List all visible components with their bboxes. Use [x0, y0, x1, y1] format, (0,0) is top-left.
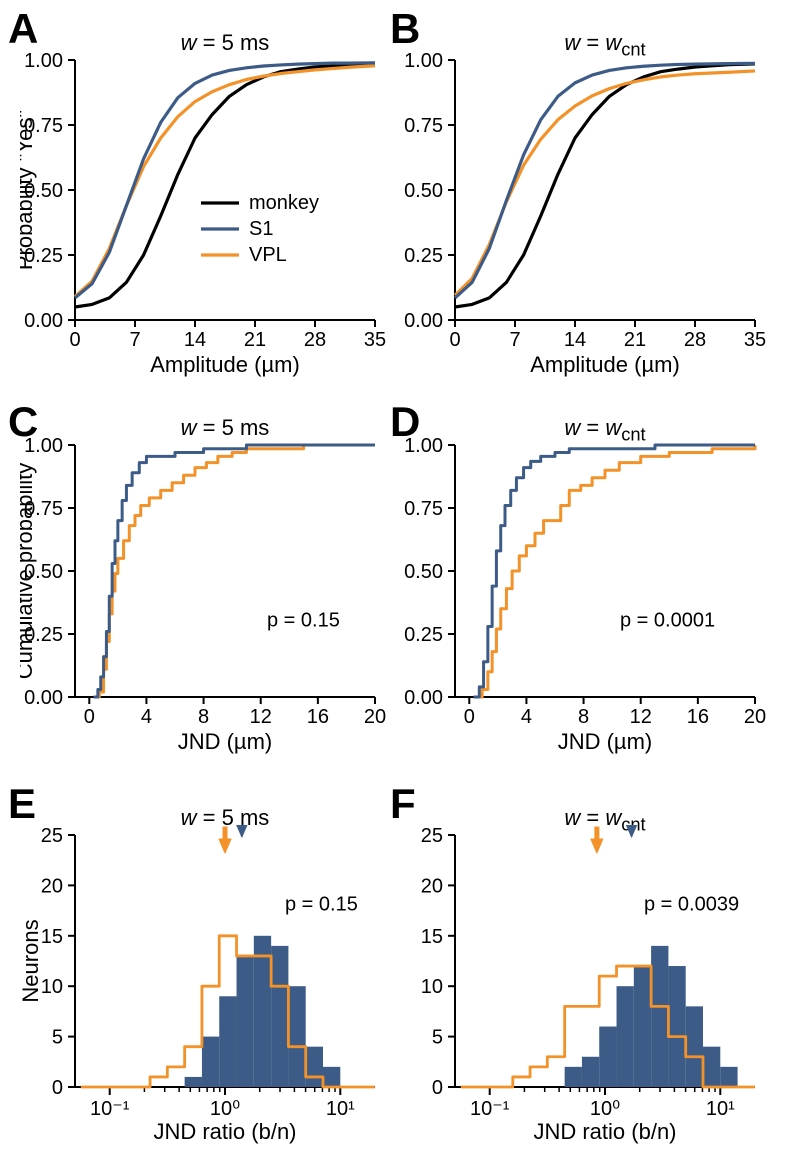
svg-text:20: 20 [421, 875, 443, 897]
svg-text:16: 16 [307, 706, 329, 728]
svg-text:JND (µm): JND (µm) [178, 729, 273, 754]
svg-text:16: 16 [687, 706, 709, 728]
panel-b: 0 7 14 21 28 35 0.00 0.25 0.50 0.75 1.00 Amplitude … [400, 50, 770, 380]
svg-text:35: 35 [744, 329, 766, 351]
svg-text:28: 28 [684, 329, 706, 351]
svg-text:0.00: 0.00 [24, 687, 63, 709]
svg-text:1.00: 1.00 [24, 435, 63, 457]
svg-text:p = 0.15: p = 0.15 [267, 609, 340, 631]
svg-text:20: 20 [41, 875, 63, 897]
svg-text:0.75: 0.75 [404, 115, 443, 137]
panel-c: 0481216200.000.250.500.751.00JND (µm)Cum… [20, 435, 390, 757]
svg-text:14: 14 [184, 329, 206, 351]
svg-text:10⁻¹: 10⁻¹ [90, 1098, 130, 1120]
svg-text:JND ratio (b/n): JND ratio (b/n) [153, 1119, 296, 1144]
svg-text:5: 5 [432, 1027, 443, 1049]
svg-text:12: 12 [250, 706, 272, 728]
panel-letter-f: F [390, 780, 416, 828]
svg-text:15: 15 [41, 926, 63, 948]
svg-text:7: 7 [129, 329, 140, 351]
svg-text:10¹: 10¹ [706, 1098, 735, 1120]
svg-text:20: 20 [744, 706, 766, 728]
svg-text:5: 5 [52, 1027, 63, 1049]
svg-text:1.00: 1.00 [404, 50, 443, 72]
svg-text:S1: S1 [249, 218, 273, 240]
svg-text:0: 0 [464, 706, 475, 728]
panel-e: 10⁻¹ 10⁰ 10¹ 0 5 10 15 20 25 JND ratio (b/n) Neuro… [20, 825, 390, 1147]
svg-text:Amplitude (µm): Amplitude (µm) [530, 352, 680, 377]
svg-text:0.75: 0.75 [404, 498, 443, 520]
svg-text:21: 21 [244, 329, 266, 351]
svg-text:0.25: 0.25 [404, 624, 443, 646]
svg-text:14: 14 [564, 329, 586, 351]
svg-text:4: 4 [521, 706, 532, 728]
svg-text:8: 8 [198, 706, 209, 728]
svg-text:10⁰: 10⁰ [210, 1098, 240, 1120]
svg-text:0: 0 [52, 1077, 63, 1099]
svg-text:10⁰: 10⁰ [590, 1098, 620, 1120]
svg-text:0.50: 0.50 [404, 180, 443, 202]
svg-text:4: 4 [141, 706, 152, 728]
svg-text:0: 0 [69, 329, 80, 351]
svg-text:10: 10 [421, 976, 443, 998]
svg-text:Neurons: Neurons [20, 919, 43, 1002]
svg-text:0.00: 0.00 [404, 310, 443, 332]
svg-text:35: 35 [364, 329, 386, 351]
svg-text:Probability "Yes": Probability "Yes" [20, 110, 37, 270]
svg-text:monkey: monkey [249, 192, 319, 214]
svg-text:0: 0 [432, 1077, 443, 1099]
panel-f: 10⁻¹ 10⁰ 10¹ 0 5 10 15 20 25 JND ratio (b/n) p = 0… [400, 825, 770, 1147]
svg-text:Cumulative probability: Cumulative probability [20, 463, 37, 679]
svg-text:JND (µm): JND (µm) [558, 729, 653, 754]
svg-text:20: 20 [364, 706, 386, 728]
svg-text:p = 0.0001: p = 0.0001 [620, 609, 715, 631]
svg-text:10¹: 10¹ [326, 1098, 355, 1120]
svg-text:0.25: 0.25 [404, 245, 443, 267]
svg-text:1.00: 1.00 [404, 435, 443, 457]
svg-text:0: 0 [449, 329, 460, 351]
svg-text:Amplitude (µm): Amplitude (µm) [150, 352, 300, 377]
panel-letter-a: A [8, 5, 38, 53]
svg-text:21: 21 [624, 329, 646, 351]
svg-text:10⁻¹: 10⁻¹ [470, 1098, 510, 1120]
panel-d: 0 4 8 12 16 20 0.00 0.25 0.50 0.75 1.00 JND (µm) p =… [400, 435, 770, 757]
svg-text:0.50: 0.50 [404, 561, 443, 583]
svg-text:0.00: 0.00 [24, 310, 63, 332]
svg-text:10: 10 [41, 976, 63, 998]
svg-text:25: 25 [421, 825, 443, 847]
svg-text:0.00: 0.00 [404, 687, 443, 709]
svg-text:12: 12 [630, 706, 652, 728]
svg-text:0: 0 [84, 706, 95, 728]
svg-text:JND ratio (b/n): JND ratio (b/n) [533, 1119, 676, 1144]
svg-text:p = 0.15: p = 0.15 [285, 894, 358, 916]
panel-letter-e: E [8, 780, 36, 828]
svg-text:28: 28 [304, 329, 326, 351]
panel-letter-b: B [390, 5, 420, 53]
figure-root: ABCDEFw = 5 ms07142128350.000.250.500.75… [0, 0, 802, 1149]
svg-text:15: 15 [421, 926, 443, 948]
svg-text:25: 25 [41, 825, 63, 847]
svg-text:1.00: 1.00 [24, 50, 63, 72]
panel-a: 07142128350.000.250.500.751.00Amplitude … [20, 50, 390, 380]
svg-text:VPL: VPL [249, 244, 287, 266]
svg-text:8: 8 [578, 706, 589, 728]
svg-text:p = 0.0039: p = 0.0039 [644, 894, 739, 916]
svg-text:7: 7 [509, 329, 520, 351]
